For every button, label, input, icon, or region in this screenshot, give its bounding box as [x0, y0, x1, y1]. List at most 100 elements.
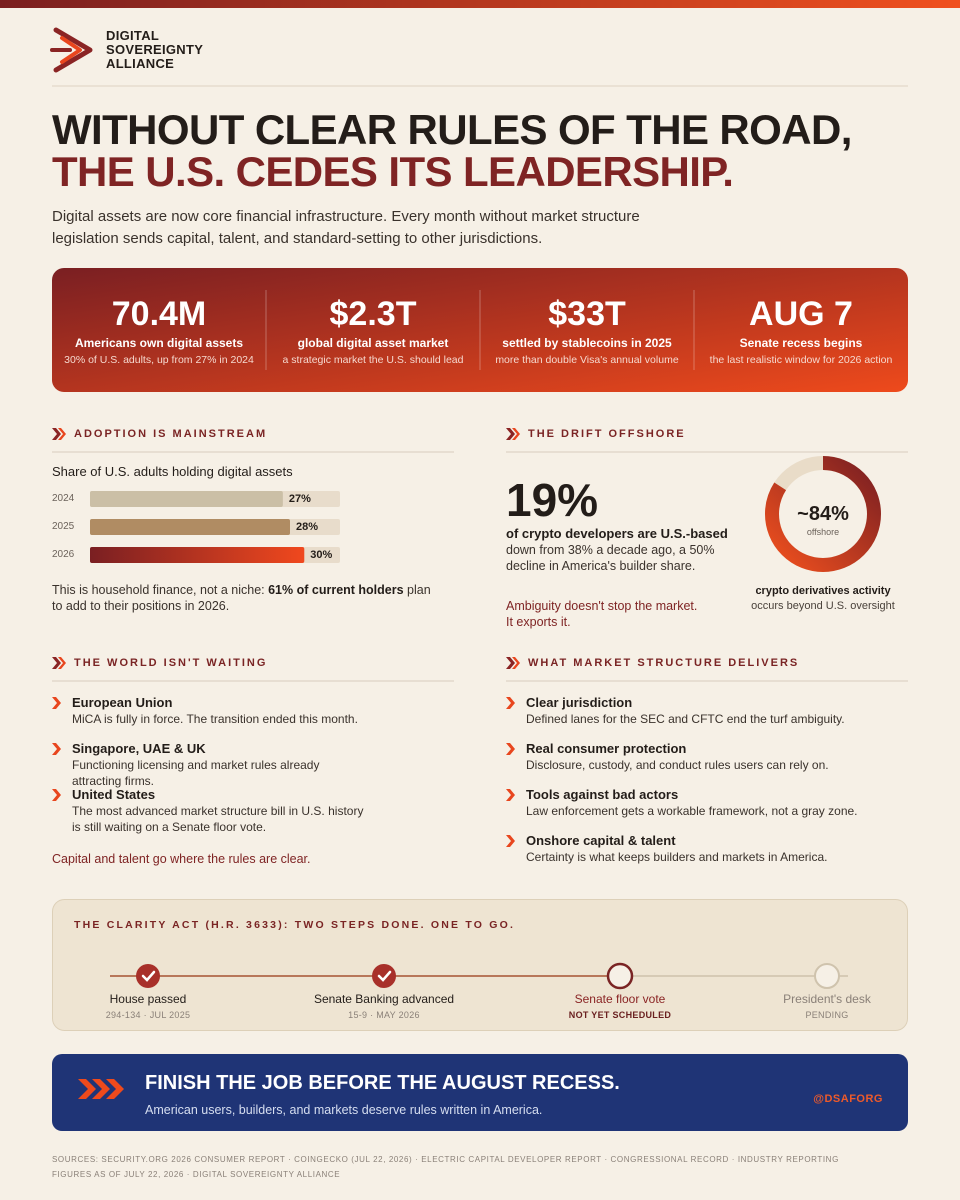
step-node	[606, 962, 634, 990]
brand-name: DIGITAL	[106, 28, 160, 43]
stat-value: 70.4M	[111, 295, 207, 333]
cta-handle[interactable]: @DSAFORG	[813, 1093, 883, 1105]
intro: Digital assets are now core financial in…	[52, 208, 640, 247]
donut-subcaption: occurs beyond U.S. oversight	[751, 600, 895, 612]
stat-label: settled by stablecoins in 2025	[502, 336, 672, 350]
stat-value: $2.3T	[329, 295, 417, 333]
item-title: European Union	[72, 695, 173, 710]
bar	[90, 491, 283, 507]
item-chevron	[52, 697, 61, 709]
bar-value-label: 28%	[296, 521, 319, 533]
item-text: Defined lanes for the SEC and CFTC end t…	[526, 712, 845, 726]
donut-value: ~84%	[797, 503, 849, 525]
big-stat: 19%	[506, 474, 599, 526]
sources: SOURCES: SECURITY.ORG 2026 CONSUMER REPO…	[52, 1155, 839, 1164]
logo-icon	[50, 27, 93, 73]
chart-title: Share of U.S. adults holding digital ass…	[52, 464, 293, 479]
stat-label: Americans own digital assets	[74, 336, 244, 350]
section-heading: WHAT MARKET STRUCTURE DELIVERS	[528, 657, 800, 669]
step-node	[136, 964, 160, 988]
bar-category: 2024	[52, 493, 75, 504]
step-detail: 15-9 · MAY 2026	[348, 1010, 420, 1020]
stat-label: global digital asset market	[297, 336, 449, 350]
big-stat-detail: down from 38% a decade ago, a 50% declin…	[506, 543, 715, 573]
stat-label: Senate recess begins	[739, 336, 863, 350]
item-title: Onshore capital & talent	[526, 833, 676, 848]
stat-note: 30% of U.S. adults, up from 27% in 2024	[64, 354, 254, 366]
note-text: plan to add to their positions in 2026.	[52, 583, 431, 613]
step-label: President's desk	[783, 992, 871, 1006]
timeline-title: THE CLARITY ACT (H.R. 3633): TWO STEPS D…	[74, 919, 516, 931]
item-chevron	[52, 743, 61, 755]
headline: THE U.S. CEDES ITS LEADERSHIP.	[52, 148, 734, 195]
step-detail: PENDING	[805, 1010, 849, 1020]
big-stat-label: of crypto developers are U.S.-based	[506, 526, 728, 541]
cta-chevrons	[78, 1079, 124, 1099]
step-detail: 294-134 · JUL 2025	[105, 1010, 191, 1020]
section-rules	[52, 451, 908, 682]
item-title: Tools against bad actors	[526, 787, 679, 802]
item-text: Disclosure, custody, and conduct rules u…	[526, 758, 829, 772]
bar	[90, 547, 305, 563]
item-title: Real consumer protection	[526, 741, 687, 756]
brand-name: ALLIANCE	[106, 56, 175, 71]
section-chevrons	[52, 428, 520, 669]
bar-category: 2026	[52, 549, 75, 560]
callout: Ambiguity doesn't stop the market.	[506, 599, 698, 613]
cta-title: FINISH THE JOB BEFORE THE AUGUST RECESS.	[145, 1072, 620, 1094]
stat-value: $33T	[548, 295, 626, 333]
brand-name: SOVEREIGNTY	[106, 42, 204, 57]
bar	[90, 519, 290, 535]
stat-note: the last realistic window for 2026 actio…	[709, 354, 893, 366]
sources: FIGURES AS OF JULY 22, 2026 · DIGITAL SO…	[52, 1170, 341, 1179]
stat-note: a strategic market the U.S. should lead	[282, 354, 464, 366]
stat-note: more than double Visa's annual volume	[495, 354, 679, 366]
step-label: Senate floor vote	[574, 992, 666, 1006]
step-check	[377, 970, 392, 982]
timeline-panel	[52, 899, 908, 1031]
step-node	[372, 964, 396, 988]
item-chevron	[52, 789, 61, 801]
world-footer: Capital and talent go where the rules ar…	[52, 852, 311, 866]
item-text: Functioning licensing and market rules a…	[72, 758, 320, 788]
bar-category: 2025	[52, 521, 75, 532]
section-heading: THE DRIFT OFFSHORE	[528, 428, 686, 440]
item-text: Certainty is what keeps builders and mar…	[526, 850, 828, 864]
item-text: MiCA is fully in force. The transition e…	[72, 712, 358, 726]
step-detail: NOT YET SCHEDULED	[568, 1010, 672, 1020]
step-check	[141, 970, 156, 982]
item-text: The most advanced market structure bill …	[72, 804, 364, 834]
section-heading: THE WORLD ISN'T WAITING	[74, 657, 268, 669]
item-chevron	[506, 789, 515, 801]
stat-value: AUG 7	[749, 295, 853, 333]
item-chevron	[506, 743, 515, 755]
adoption-note: This is household finance, not a niche: …	[52, 582, 432, 614]
callout: It exports it.	[506, 615, 571, 629]
step-label: House passed	[109, 992, 187, 1006]
item-title: Singapore, UAE & UK	[72, 741, 206, 756]
item-title: United States	[72, 787, 156, 802]
bar-value-label: 27%	[288, 493, 311, 505]
item-text: Law enforcement gets a workable framewor…	[526, 804, 858, 818]
headline: WITHOUT CLEAR RULES OF THE ROAD,	[52, 106, 852, 153]
note-text: This is household finance, not a niche:	[52, 583, 269, 597]
stats-dividers	[265, 290, 695, 370]
item-chevron	[506, 697, 515, 709]
donut-arc	[765, 456, 881, 572]
section-heading: ADOPTION IS MAINSTREAM	[74, 428, 268, 440]
item-chevron	[506, 835, 515, 847]
step-node	[814, 963, 840, 989]
step-label: Senate Banking advanced	[313, 992, 455, 1006]
note-emphasis: 61% of current holders	[268, 583, 404, 597]
item-title: Clear jurisdiction	[526, 695, 633, 710]
donut-caption: crypto derivatives activity	[755, 585, 891, 597]
bar-value-label: 30%	[310, 549, 333, 561]
stats-panel	[52, 268, 908, 392]
top-stripe	[0, 0, 960, 8]
cta-text: American users, builders, and markets de…	[145, 1103, 543, 1117]
data-marks	[52, 456, 881, 990]
cta-panel	[52, 1054, 908, 1131]
donut-unit: offshore	[806, 527, 840, 537]
